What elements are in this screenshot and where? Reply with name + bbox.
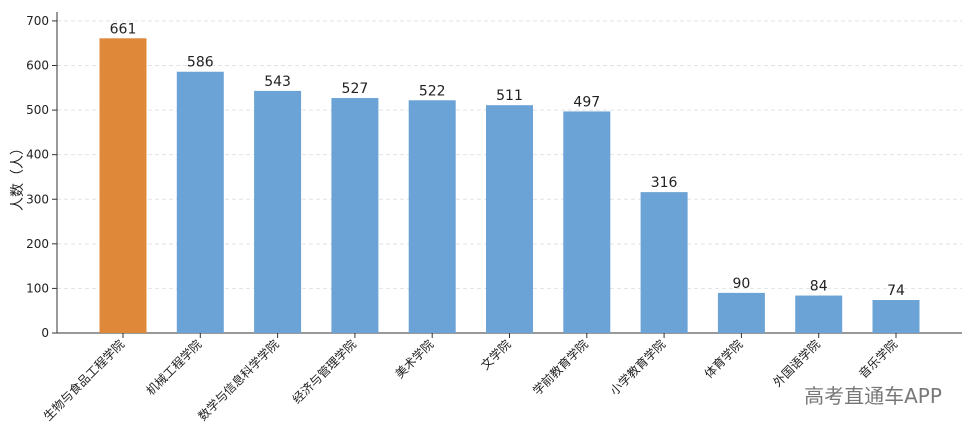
x-tick-label: 生物与食品工程学院 (40, 337, 127, 424)
y-tick-label: 500 (26, 103, 49, 117)
bar (331, 98, 379, 333)
bar (99, 38, 147, 333)
watermark: 高考直通车APP (804, 384, 942, 408)
y-tick-label: 400 (26, 148, 49, 162)
bar (563, 111, 611, 333)
x-tick-label: 机械工程学院 (143, 337, 205, 399)
y-tick-label: 300 (26, 192, 49, 206)
data-label: 527 (342, 81, 369, 97)
data-label: 316 (651, 175, 678, 191)
data-label: 497 (573, 94, 600, 110)
x-tick-label: 体育学院 (701, 337, 746, 382)
x-tick-label: 数学与信息科学学院 (195, 337, 282, 424)
x-tick-label: 外国语学院 (770, 337, 823, 390)
y-axis-label: 人数（人） (10, 141, 26, 211)
data-label: 84 (810, 279, 828, 295)
x-tick-label: 文学院 (478, 337, 514, 373)
bar (176, 71, 224, 333)
y-tick-label: 700 (26, 14, 49, 28)
y-tick-label: 0 (41, 326, 49, 340)
bar (408, 100, 456, 334)
data-label: 90 (732, 276, 750, 292)
bar (486, 105, 533, 333)
bar (872, 300, 920, 333)
bar (717, 292, 765, 333)
x-tick-label: 小学教育学院 (607, 337, 669, 399)
x-tick-label: 音乐学院 (856, 337, 901, 382)
data-label: 522 (419, 83, 446, 99)
y-tick-label: 600 (26, 59, 49, 73)
data-label: 543 (264, 74, 291, 90)
data-label: 74 (887, 283, 905, 299)
x-tick-label: 学前教育学院 (529, 337, 591, 399)
bar (254, 90, 302, 333)
data-label: 511 (496, 88, 523, 104)
bar (795, 295, 843, 333)
y-tick-label: 100 (26, 281, 49, 295)
data-label: 586 (187, 55, 214, 71)
x-tick-label: 经济与管理学院 (289, 337, 359, 407)
bar (640, 192, 688, 333)
y-tick-label: 200 (26, 237, 49, 251)
x-tick-label: 美术学院 (392, 337, 437, 382)
data-label: 661 (110, 21, 137, 37)
